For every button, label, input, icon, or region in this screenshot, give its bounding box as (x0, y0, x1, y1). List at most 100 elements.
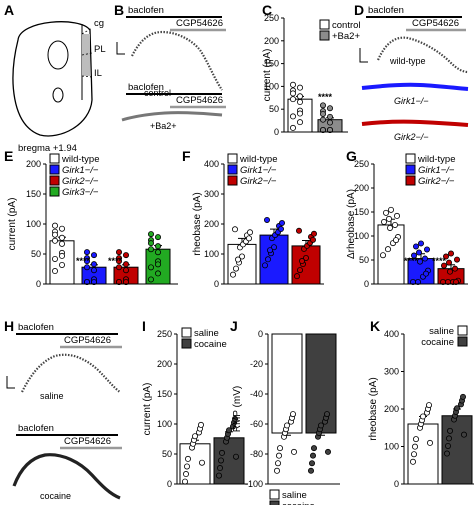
data-point (440, 262, 447, 269)
y-tick-label: -60 (250, 419, 263, 429)
y-axis-label: current (pA) (7, 198, 18, 251)
data-point (326, 105, 333, 112)
panel-a: A cg PL IL bregma +1.94 (4, 2, 106, 154)
data-point (116, 258, 123, 265)
data-point (326, 127, 333, 134)
y-tick-label: -100 (245, 479, 263, 489)
y-tick-label: 250 (157, 329, 172, 339)
legend-swatch (181, 338, 192, 349)
panel-letter: A (4, 2, 14, 18)
data-point (274, 460, 281, 467)
y-tick-label: -80 (250, 449, 263, 459)
data-point (147, 231, 154, 238)
data-point (59, 261, 66, 268)
data-point (410, 451, 417, 458)
data-point (52, 255, 59, 262)
data-point (116, 249, 123, 256)
data-point (197, 421, 204, 428)
panel-d: D baclofen CGP54626 wild-type Girk1−/− G… (354, 2, 469, 142)
y-tick-label: 100 (26, 219, 41, 229)
data-point (445, 259, 452, 266)
data-point (422, 270, 429, 277)
panel-letter: J (230, 318, 238, 334)
corpus-callosum (47, 40, 69, 70)
legend-swatch (405, 164, 416, 175)
legend-label: Girk2−/− (240, 176, 277, 187)
legend-swatch (49, 175, 60, 186)
trace-cocaine (12, 453, 121, 500)
data-point (452, 278, 459, 285)
data-point (293, 273, 300, 280)
data-point (442, 253, 449, 260)
trace-barium (121, 111, 223, 122)
y-axis-label: current (pA) (142, 383, 153, 436)
region-label: cg (94, 18, 104, 29)
data-point (451, 265, 458, 272)
legend-label: wild-type (417, 154, 456, 165)
data-point (308, 460, 315, 467)
scale-bar (359, 48, 368, 63)
data-point (443, 450, 450, 457)
legend-swatch (269, 489, 280, 500)
y-tick-label: 300 (204, 189, 219, 199)
significance-stars: **** (76, 256, 91, 266)
y-tick-label: 0 (364, 279, 369, 289)
chart-panel-e: E 0 50 100 150 200 current (pA) wild-typeGirk1−… (4, 148, 178, 289)
data-point (412, 436, 419, 443)
data-point (289, 124, 296, 131)
data-point (310, 445, 317, 452)
legend-label: Girk3−/− (62, 187, 99, 198)
panel-letter: D (354, 2, 364, 18)
data-point (276, 445, 283, 452)
panel-b: B baclofen CGP54626 control baclofen CGP… (114, 2, 226, 131)
legend-swatch (405, 175, 416, 186)
data-point (447, 250, 454, 257)
data-point (231, 226, 238, 233)
data-point (379, 252, 386, 259)
significance-stars: **** (108, 256, 123, 266)
data-point (411, 443, 418, 450)
data-point (391, 221, 398, 228)
y-axis-label: Δrheobase (pA) (346, 189, 357, 259)
data-point (392, 237, 399, 244)
data-point (417, 240, 424, 247)
bar (305, 333, 337, 434)
trace-label: cocaine (40, 491, 71, 501)
data-point (52, 237, 59, 244)
y-tick-label: 0 (394, 479, 399, 489)
data-point (84, 249, 91, 256)
data-point (123, 278, 130, 285)
legend-swatch (227, 153, 238, 164)
significance-stars: **** (318, 92, 333, 102)
data-point (289, 96, 296, 103)
data-point (421, 255, 428, 262)
data-point (52, 231, 59, 238)
legend-label: cocaine (421, 337, 454, 348)
panel-letter: F (182, 148, 191, 164)
data-point (147, 240, 154, 247)
legend-label: saline (429, 326, 454, 337)
data-point (425, 402, 432, 409)
drug-label: baclofen (128, 82, 164, 93)
legend-swatch (227, 175, 238, 186)
trace-label: saline (40, 391, 64, 401)
y-tick-label: 400 (384, 329, 399, 339)
data-point (385, 215, 392, 222)
data-point (290, 448, 297, 455)
data-point (298, 258, 305, 265)
data-point (264, 256, 271, 263)
legend-swatch (49, 153, 60, 164)
bar (227, 243, 257, 285)
legend-label: cocaine (282, 501, 315, 505)
y-tick-label: 300 (384, 367, 399, 377)
data-point (275, 452, 282, 459)
y-tick-label: 100 (264, 81, 279, 91)
y-tick-label: 250 (264, 13, 279, 23)
data-point (295, 227, 302, 234)
data-point (183, 463, 190, 470)
pl-region (82, 34, 90, 76)
drug-label: CGP54626 (412, 18, 459, 29)
